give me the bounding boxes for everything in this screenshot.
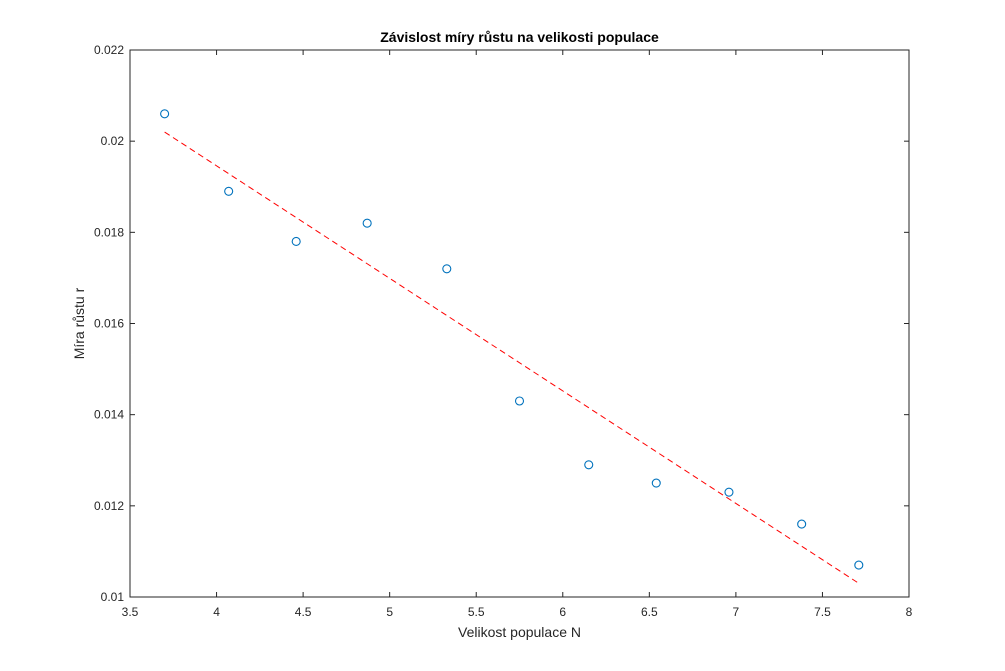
data-point [724,487,734,497]
x-tick-label: 5 [386,605,393,619]
x-tick-label: 6 [559,605,566,619]
x-tick-label: 4 [213,605,220,619]
data-point [224,186,234,196]
x-tick-label: 4.5 [295,605,312,619]
y-tick-label: 0.016 [94,317,124,331]
data-point [584,460,594,470]
ticks-layer: 3.5 4 4.5 5 5.5 6 6.5 7 7.5 8 0.01 0.012 0.014 0.016 0… [94,43,913,619]
y-tick-label: 0.01 [101,590,125,604]
x-tick-label: 5.5 [468,605,485,619]
data-point [514,396,525,406]
data-point [442,264,452,274]
x-tick-label: 7.5 [814,605,831,619]
y-tick-label: 0.022 [94,43,124,57]
x-tick-label: 3.5 [122,605,139,619]
data-point [797,519,807,529]
y-tick-label: 0.012 [94,499,124,513]
plot-area [129,49,910,598]
data-point [291,236,301,246]
x-tick-label: 6.5 [641,605,658,619]
x-axis-label: Velikost populace N [458,624,581,640]
y-axis-label: Míra růstu r [71,287,87,359]
regression-line [164,131,860,584]
data-point [854,560,864,570]
data-point [651,478,661,488]
data-point [160,109,170,119]
y-tick-label: 0.014 [94,408,124,422]
data-point [362,218,372,228]
y-tick-label: 0.018 [94,225,124,239]
chart-title: Závislost míry růstu na velikosti popula… [380,29,659,45]
x-tick-label: 7 [733,605,740,619]
y-tick-label: 0.02 [101,134,125,148]
fit-layer [164,131,860,584]
points-layer [160,109,864,570]
x-tick-label: 8 [906,605,913,619]
